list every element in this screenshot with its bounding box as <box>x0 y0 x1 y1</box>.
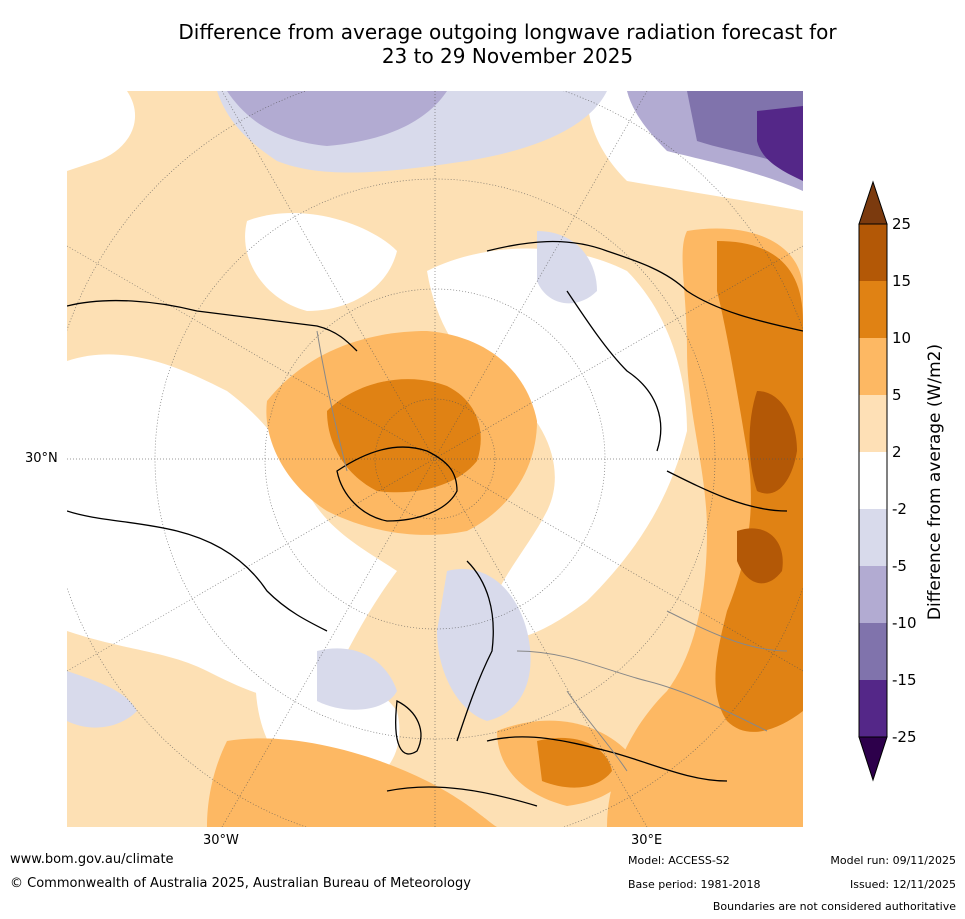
colorbar-tick-m15: -15 <box>892 671 917 689</box>
colorbar-title: Difference from average (W/m2) <box>925 343 945 621</box>
positive-region-asia-strongest-2 <box>737 528 783 584</box>
neutral-region-west <box>67 91 136 171</box>
neutral-region-north-america <box>67 354 397 700</box>
borders <box>316 330 788 772</box>
colorbar-tick-10: 10 <box>892 329 912 347</box>
colorbar-outline <box>858 223 888 738</box>
model-run-text: Model run: 09/11/2025 <box>830 854 956 867</box>
negative-region-europe <box>437 569 531 721</box>
colorbar-tick-m10: -10 <box>892 614 917 632</box>
negative-region-north-2 <box>227 91 447 146</box>
colorbar-bin-m10-m15 <box>859 623 887 680</box>
colorbar-bin-2-5 <box>859 395 887 452</box>
positive-region-arctic-strong <box>327 379 481 493</box>
positive-region-southwest <box>207 738 497 827</box>
positive-region-mediterranean-strong <box>537 737 612 788</box>
positive-region-asia-strongest <box>749 391 797 494</box>
colorbar-bin-5-10 <box>859 338 887 395</box>
colorbar-tick-15: 15 <box>892 272 912 290</box>
colorbar-bin-m15-m25 <box>859 680 887 737</box>
colorbar-tick-m5: -5 <box>892 557 907 575</box>
title-line-2: 23 to 29 November 2025 <box>381 44 634 68</box>
colorbar <box>858 180 888 782</box>
colorbar-bin-15-25 <box>859 224 887 281</box>
map-title: Difference from average outgoing longwav… <box>100 20 915 68</box>
lon-label-30w: 30°W <box>203 833 239 848</box>
colorbar-extend-bottom <box>858 736 888 782</box>
issued-text: Issued: 12/11/2025 <box>849 878 956 891</box>
colorbar-tick-5: 5 <box>892 386 902 404</box>
negative-region-northeast-darkest <box>757 106 803 181</box>
colorbar-extend-top <box>858 180 888 225</box>
lat-label-30n: 30°N <box>25 451 58 466</box>
disclaimer-text: Boundaries are not considered authoritat… <box>712 900 956 913</box>
map-canvas <box>67 91 803 827</box>
neutral-region-siberia <box>427 248 687 640</box>
coastlines <box>67 240 803 807</box>
colorbar-bin-m2-m5 <box>859 509 887 566</box>
negative-region-pacific <box>67 671 137 728</box>
colorbar-tick-25: 25 <box>892 215 912 233</box>
negative-region-barents <box>537 231 597 304</box>
model-text: Model: ACCESS-S2 <box>628 854 730 867</box>
polar-map <box>67 91 803 827</box>
lon-label-30e: 30°E <box>631 833 663 848</box>
negative-region-atlantic <box>317 648 397 710</box>
copyright-text: © Commonwealth of Australia 2025, Austra… <box>10 876 471 891</box>
base-period-text: Base period: 1981-2018 <box>628 878 761 891</box>
colorbar-tick-m25: -25 <box>892 728 917 746</box>
website-link[interactable]: www.bom.gov.au/climate <box>10 852 174 867</box>
colorbar-bin-neutral <box>859 452 887 509</box>
colorbar-tick-m2: -2 <box>892 500 907 518</box>
neutral-region-pacific <box>245 212 397 311</box>
title-line-1: Difference from average outgoing longwav… <box>178 20 837 44</box>
colorbar-tick-2: 2 <box>892 443 902 461</box>
colorbar-bin-m5-m10 <box>859 566 887 623</box>
colorbar-bin-10-15 <box>859 281 887 338</box>
